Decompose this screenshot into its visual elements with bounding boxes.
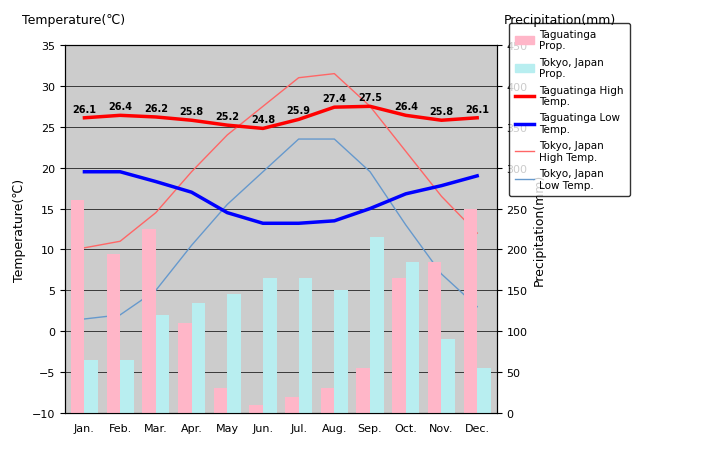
Taguatinga High
Temp. <box>330 105 338 111</box>
Bar <box>321 389 334 413</box>
Taguatinga High
Temp. <box>187 118 196 124</box>
Taguatinga Low
Temp. <box>223 210 232 216</box>
Legend: Taguatinga
Prop., Tokyo, Japan
Prop., Taguatinga High
Temp., Taguatinga Low
Temp: Taguatinga Prop., Tokyo, Japan Prop., Ta… <box>509 23 630 196</box>
Text: 26.4: 26.4 <box>394 102 418 112</box>
Text: Temperature(℃): Temperature(℃) <box>22 14 125 27</box>
Bar <box>120 360 134 413</box>
Bar <box>285 397 299 413</box>
Tokyo, Japan
Low Temp. <box>116 313 125 318</box>
Tokyo, Japan
Low Temp. <box>80 317 89 322</box>
Bar <box>356 368 370 413</box>
Text: 26.2: 26.2 <box>144 104 168 114</box>
Y-axis label: Temperature(℃): Temperature(℃) <box>13 178 26 281</box>
Taguatinga Low
Temp. <box>437 184 446 189</box>
Tokyo, Japan
High Temp. <box>402 149 410 155</box>
Taguatinga Low
Temp. <box>116 170 125 175</box>
Tokyo, Japan
Low Temp. <box>187 243 196 249</box>
Bar <box>143 230 156 413</box>
Bar <box>249 405 263 413</box>
Text: 25.2: 25.2 <box>215 112 239 122</box>
Tokyo, Japan
High Temp. <box>294 76 303 81</box>
Tokyo, Japan
High Temp. <box>187 170 196 175</box>
Tokyo, Japan
High Temp. <box>366 104 374 110</box>
Tokyo, Japan
Low Temp. <box>437 272 446 277</box>
Taguatinga High
Temp. <box>366 104 374 110</box>
Text: 27.5: 27.5 <box>358 93 382 103</box>
Taguatinga High
Temp. <box>473 116 482 121</box>
Taguatinga Low
Temp. <box>80 170 89 175</box>
Taguatinga High
Temp. <box>223 123 232 129</box>
Line: Taguatinga High
Temp.: Taguatinga High Temp. <box>84 107 477 129</box>
Bar <box>334 291 348 413</box>
Taguatinga Low
Temp. <box>151 179 160 185</box>
Taguatinga High
Temp. <box>116 113 125 119</box>
Text: 27.4: 27.4 <box>323 94 346 104</box>
Tokyo, Japan
High Temp. <box>330 72 338 77</box>
Bar <box>156 315 169 413</box>
Y-axis label: Precipitation(mm): Precipitation(mm) <box>534 174 546 285</box>
Text: 26.1: 26.1 <box>465 105 489 114</box>
Tokyo, Japan
High Temp. <box>116 239 125 245</box>
Taguatinga Low
Temp. <box>330 218 338 224</box>
Bar <box>392 279 406 413</box>
Tokyo, Japan
High Temp. <box>151 210 160 216</box>
Text: 26.1: 26.1 <box>73 105 96 114</box>
Tokyo, Japan
High Temp. <box>80 246 89 251</box>
Taguatinga High
Temp. <box>151 115 160 120</box>
Tokyo, Japan
Low Temp. <box>294 137 303 142</box>
Taguatinga High
Temp. <box>402 113 410 119</box>
Tokyo, Japan
Low Temp. <box>330 137 338 142</box>
Tokyo, Japan
High Temp. <box>437 194 446 200</box>
Bar <box>214 389 228 413</box>
Taguatinga Low
Temp. <box>402 192 410 197</box>
Tokyo, Japan
Low Temp. <box>223 202 232 208</box>
Bar <box>464 209 477 413</box>
Tokyo, Japan
High Temp. <box>258 104 267 110</box>
Line: Tokyo, Japan
Low Temp.: Tokyo, Japan Low Temp. <box>84 140 477 319</box>
Bar <box>441 340 455 413</box>
Bar <box>428 262 441 413</box>
Taguatinga High
Temp. <box>258 126 267 132</box>
Text: 26.4: 26.4 <box>108 102 132 112</box>
Bar <box>192 303 205 413</box>
Taguatinga Low
Temp. <box>473 174 482 179</box>
Taguatinga Low
Temp. <box>258 221 267 227</box>
Taguatinga High
Temp. <box>294 118 303 123</box>
Bar <box>71 201 84 413</box>
Tokyo, Japan
High Temp. <box>473 231 482 236</box>
Text: 25.8: 25.8 <box>429 107 454 117</box>
Tokyo, Japan
High Temp. <box>223 133 232 139</box>
Taguatinga Low
Temp. <box>187 190 196 196</box>
Bar <box>178 323 192 413</box>
Taguatinga Low
Temp. <box>294 221 303 227</box>
Bar <box>406 262 419 413</box>
Taguatinga Low
Temp. <box>366 207 374 212</box>
Bar <box>84 360 98 413</box>
Tokyo, Japan
Low Temp. <box>258 170 267 175</box>
Tokyo, Japan
Low Temp. <box>402 223 410 228</box>
Taguatinga High
Temp. <box>437 118 446 124</box>
Text: 25.9: 25.9 <box>287 106 310 116</box>
Bar <box>107 254 120 413</box>
Tokyo, Japan
Low Temp. <box>473 304 482 310</box>
Text: 24.8: 24.8 <box>251 115 275 125</box>
Text: 25.8: 25.8 <box>179 107 204 117</box>
Line: Taguatinga Low
Temp.: Taguatinga Low Temp. <box>84 173 477 224</box>
Taguatinga High
Temp. <box>80 116 89 121</box>
Bar <box>477 368 491 413</box>
Bar <box>299 279 312 413</box>
Bar <box>228 295 240 413</box>
Bar <box>263 279 276 413</box>
Text: Precipitation(mm): Precipitation(mm) <box>504 14 616 27</box>
Line: Tokyo, Japan
High Temp.: Tokyo, Japan High Temp. <box>84 74 477 248</box>
Tokyo, Japan
Low Temp. <box>151 288 160 293</box>
Bar <box>370 238 384 413</box>
Tokyo, Japan
Low Temp. <box>366 170 374 175</box>
